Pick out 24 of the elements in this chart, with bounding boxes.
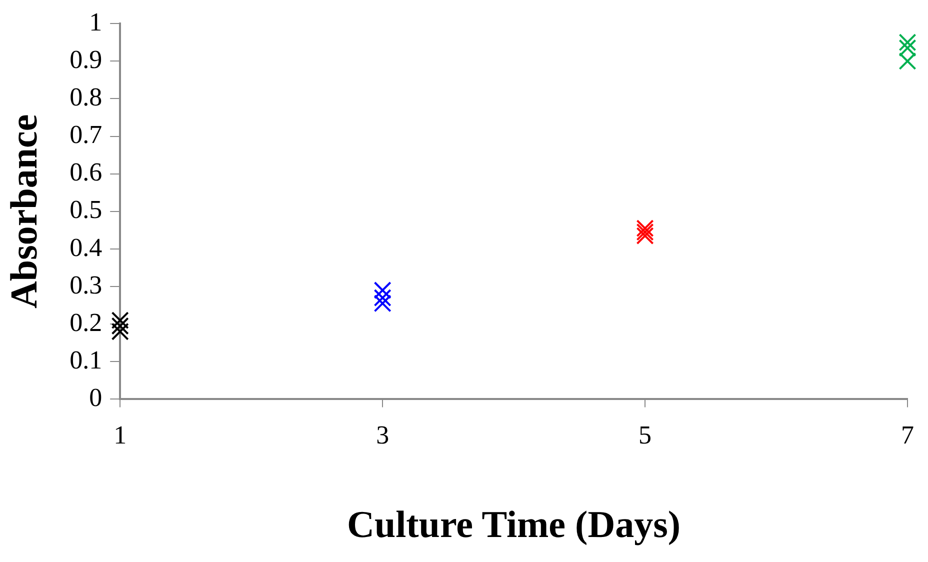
y-tick-label: 1: [89, 7, 102, 36]
x-tick-label: 1: [114, 420, 127, 450]
point: [636, 220, 654, 238]
y-axis-title: Absorbance: [4, 114, 46, 309]
point: [374, 289, 392, 307]
y-tick-label: 0.4: [70, 232, 102, 262]
x-axis-title: Culture Time (Days): [347, 504, 681, 546]
point: [111, 317, 129, 335]
point: [111, 322, 129, 340]
point: [111, 312, 129, 330]
y-tick-label: 0.1: [70, 345, 102, 374]
y-tick-label: 0: [89, 383, 102, 412]
y-tick-label: 0.7: [70, 120, 102, 150]
x-tick-label: 7: [901, 420, 914, 450]
y-tick-label: 0.5: [70, 195, 102, 224]
y-tick-label: 0.2: [70, 308, 102, 337]
y-tick-label: 0.3: [70, 270, 102, 300]
y-tick-label: 0.9: [70, 44, 102, 74]
y-tick-label: 0.6: [70, 158, 102, 187]
x-tick-label: 5: [638, 420, 652, 450]
point: [636, 223, 654, 241]
y-tick-label: 0.8: [70, 82, 102, 112]
x-tick-label: 3: [376, 420, 390, 450]
point: [636, 227, 654, 245]
